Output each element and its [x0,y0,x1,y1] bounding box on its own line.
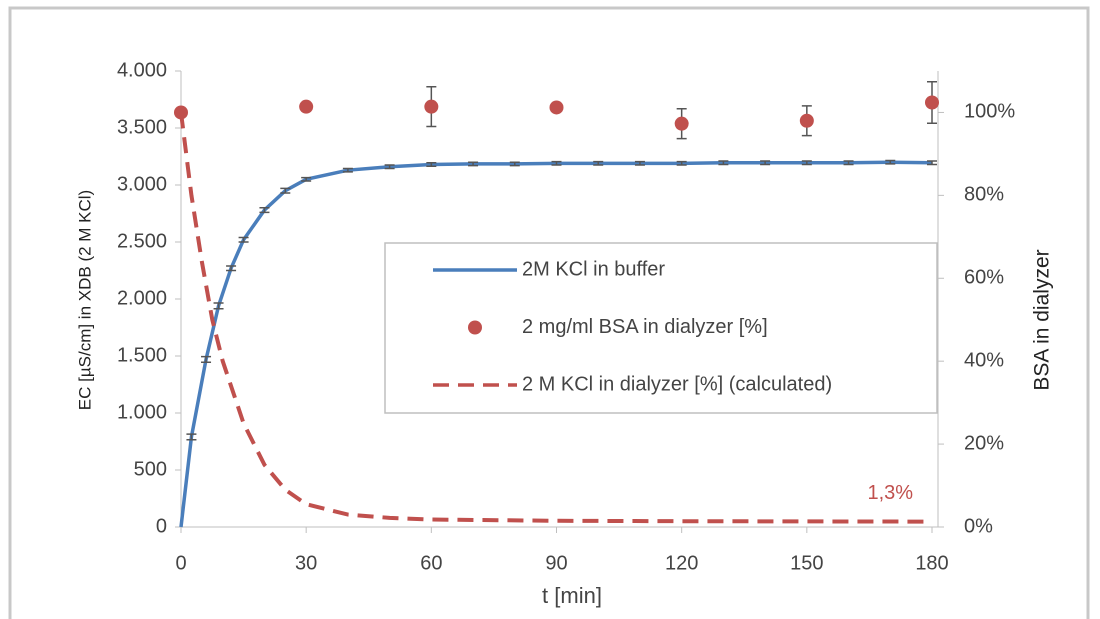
error-bar [342,167,353,173]
error-bar [238,236,249,243]
legend-label: 2 mg/ml BSA in dialyzer [%] [522,316,768,338]
y2-tick-label: 60% [964,267,1004,289]
error-bar [718,160,729,166]
error-bar [551,160,562,166]
error-bar [927,160,937,166]
y2-tick-label: 40% [964,349,1004,371]
point [925,95,939,110]
point [424,99,439,114]
error-bar [259,207,270,214]
point [299,99,314,114]
y-tick-label: 4.000 [117,59,167,81]
legend-label: 2M KCl in buffer [522,258,665,280]
y-tick-label: 2.000 [117,287,167,309]
error-bar [213,302,224,310]
point [674,116,689,131]
error-bar [384,164,395,170]
y-tick-label: 3.000 [117,173,167,195]
error-bar [801,160,812,166]
error-bar [468,161,479,167]
error-bar [226,265,237,272]
legend-marker [468,320,482,335]
x-axis-label: t [min] [542,583,602,608]
error-bar [301,176,312,182]
x-tick-label: 150 [790,552,823,574]
y-tick-label: 3.500 [117,116,167,138]
x-tick-label: 30 [295,552,317,574]
line [179,112,933,524]
error-bar [280,187,291,194]
error-bar [760,160,771,166]
error-bar [186,433,197,441]
error-bar [426,162,437,167]
error-bar [509,161,520,167]
error-bar [676,160,687,166]
x-tick-label: 60 [420,552,442,574]
line [179,160,933,528]
y2-tick-label: 100% [964,101,1015,123]
point [549,100,564,115]
y2-axis-label: BSA in dialyzer [1031,249,1054,390]
y2-tick-label: 20% [964,432,1004,454]
legend-label: 2 M KCl in dialyzer [%] (calculated) [522,373,832,395]
y2-tick-label: 80% [964,184,1004,206]
x-tick-label: 120 [665,552,698,574]
point [799,113,814,128]
y-tick-label: 2.500 [117,230,167,252]
x-tick-label: 90 [545,552,567,574]
error-bar [593,160,604,166]
y2-tick-label: 0% [964,515,993,537]
x-tick-label: 180 [915,552,948,574]
error-bar [843,160,854,166]
error-bar [634,160,645,166]
y-tick-label: 1.000 [117,401,167,423]
y-tick-label: 1.500 [117,344,167,366]
y-tick-label: 500 [134,458,167,480]
y-axis-label: EC [µS/cm] in XDB (2 M KCl) [75,190,94,410]
error-bar [201,355,212,364]
error-bar [885,159,896,165]
annotation: 1,3% [867,482,913,504]
y-tick-label: 0 [156,515,167,537]
x-tick-label: 0 [175,552,186,574]
